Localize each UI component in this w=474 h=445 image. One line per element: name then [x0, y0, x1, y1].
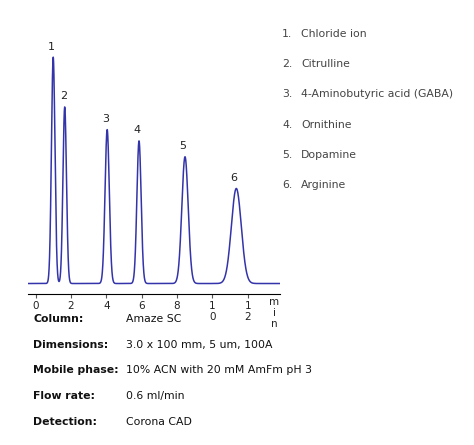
- Text: Ornithine: Ornithine: [301, 120, 352, 129]
- Text: m
i
n: m i n: [269, 297, 279, 329]
- Text: 1: 1: [48, 41, 55, 52]
- Text: Arginine: Arginine: [301, 180, 346, 190]
- Text: Flow rate:: Flow rate:: [33, 391, 95, 401]
- Text: Citrulline: Citrulline: [301, 59, 350, 69]
- Text: 6: 6: [230, 173, 237, 183]
- Text: 4-Aminobutyric acid (GABA): 4-Aminobutyric acid (GABA): [301, 89, 453, 99]
- Text: 3.: 3.: [282, 89, 292, 99]
- Text: Corona CAD: Corona CAD: [126, 417, 191, 427]
- Text: 2: 2: [60, 91, 67, 101]
- Text: 4: 4: [134, 125, 141, 135]
- Text: Detection:: Detection:: [33, 417, 97, 427]
- Text: 5: 5: [179, 141, 186, 151]
- Text: Chloride ion: Chloride ion: [301, 29, 366, 39]
- Text: 5.: 5.: [282, 150, 292, 160]
- Text: 4.: 4.: [282, 120, 292, 129]
- Text: Dopamine: Dopamine: [301, 150, 357, 160]
- Text: Dimensions:: Dimensions:: [33, 340, 109, 349]
- Text: 1.: 1.: [282, 29, 292, 39]
- Text: 10% ACN with 20 mM AmFm pH 3: 10% ACN with 20 mM AmFm pH 3: [126, 365, 311, 375]
- Text: 3.0 x 100 mm, 5 um, 100A: 3.0 x 100 mm, 5 um, 100A: [126, 340, 272, 349]
- Text: 0.6 ml/min: 0.6 ml/min: [126, 391, 184, 401]
- Text: 2.: 2.: [282, 59, 292, 69]
- Text: Amaze SC: Amaze SC: [126, 314, 181, 324]
- Text: 3: 3: [102, 114, 109, 124]
- Text: Mobile phase:: Mobile phase:: [33, 365, 119, 375]
- Text: Column:: Column:: [33, 314, 83, 324]
- Text: 6.: 6.: [282, 180, 292, 190]
